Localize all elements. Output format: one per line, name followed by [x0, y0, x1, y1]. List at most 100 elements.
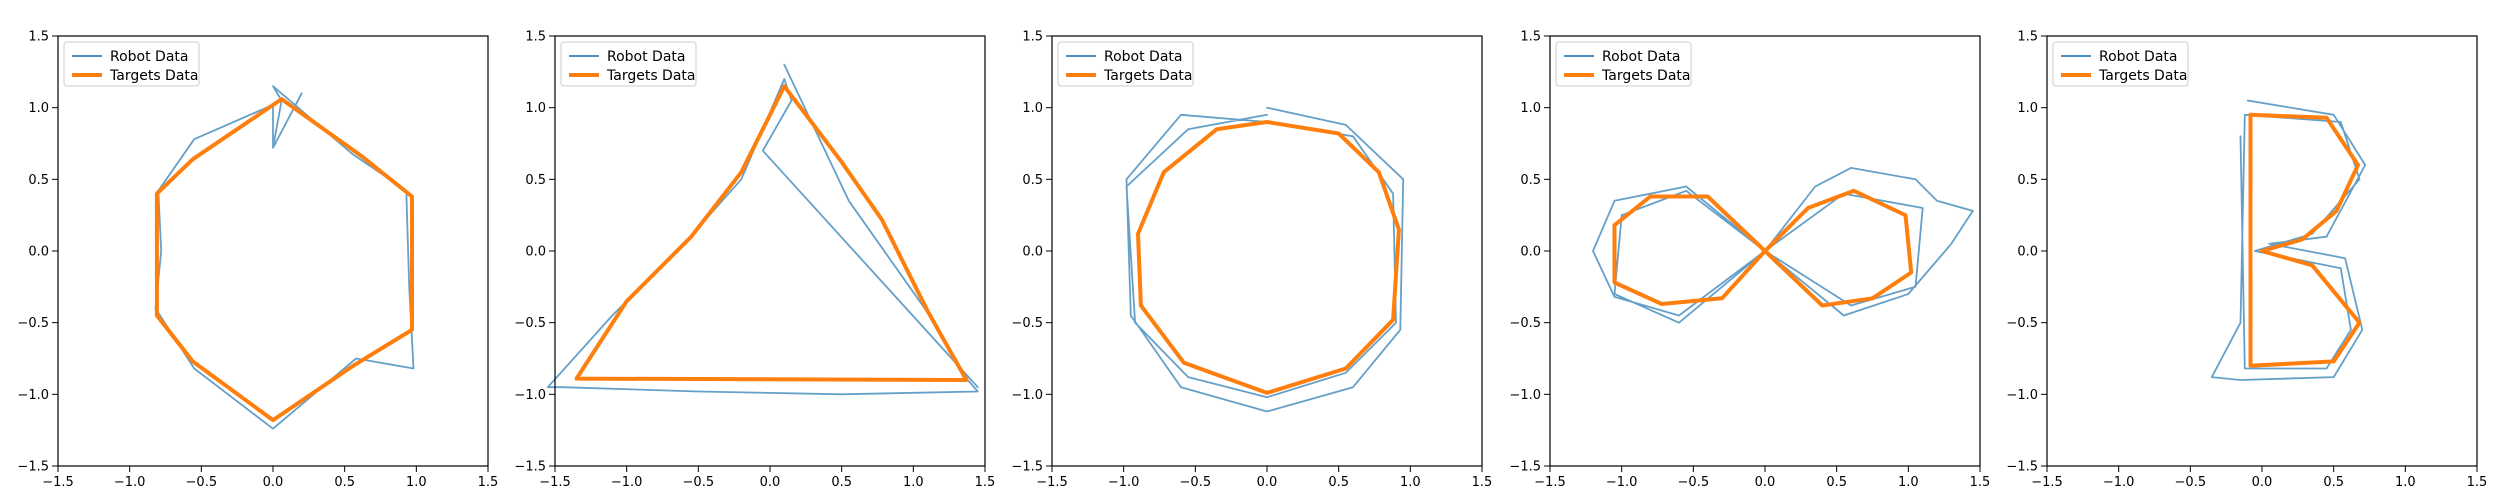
y-tick-label: 0.0 [1520, 245, 1541, 260]
y-tick-label: 1.5 [1520, 30, 1541, 45]
y-tick-label: 0.0 [28, 245, 49, 260]
axes-frame [57, 35, 489, 467]
legend-target-label: Targets Data [109, 68, 198, 84]
y-tick-label: 1.0 [28, 101, 49, 116]
x-tick-label: −0.5 [186, 475, 218, 490]
x-tick-label: 1.5 [2467, 475, 2488, 490]
y-tick-label: 1.0 [2017, 101, 2038, 116]
y-tick-label: −0.5 [1509, 316, 1541, 331]
x-tick-label: −0.5 [1180, 475, 1212, 490]
y-tick-label: 1.5 [1022, 30, 1043, 45]
x-tick-label: 1.0 [406, 475, 427, 490]
subplot-5: −1.5 −1.0 −0.5 0.0 0.5 1.0 1.5 1.5 1.0 0.5 0.0 −0.5… [2006, 30, 2487, 491]
subplot-1: −1.5 −1.0 −0.5 0.0 0.5 1.0 1.5 1.5 1.0 0.5 0.0 −0.5… [17, 30, 498, 491]
legend-robot-label: Robot Data [1602, 49, 1680, 65]
y-tick-label: 0.5 [2017, 173, 2038, 188]
x-tick-label: −1.0 [1606, 475, 1638, 490]
y-tick-label: 1.0 [525, 101, 546, 116]
x-tick-label: −1.0 [1108, 475, 1140, 490]
legend-target-label: Targets Data [1103, 68, 1192, 84]
x-tick-label: 1.5 [1472, 475, 1493, 490]
robot-data-line [154, 85, 415, 430]
x-tick-label: 0.0 [1755, 475, 1776, 490]
targets-data-line [2248, 112, 2362, 368]
x-tick-label: 0.0 [760, 475, 781, 490]
legend: Robot Data Targets Data [63, 41, 200, 87]
legend-robot-label: Robot Data [2099, 49, 2177, 65]
y-tick-label: −1.0 [1509, 388, 1541, 403]
x-tick-label: −0.5 [1678, 475, 1710, 490]
x-tick-label: −1.5 [1534, 475, 1566, 490]
targets-data-line [574, 84, 969, 382]
y-tick-label: 0.5 [28, 173, 49, 188]
y-tick-label: 0.0 [525, 245, 546, 260]
y-tick-label: −1.5 [1011, 460, 1043, 475]
x-tick-label: −0.5 [683, 475, 715, 490]
legend: Robot Data Targets Data [2052, 41, 2189, 87]
robot-data-line [1592, 166, 1974, 324]
targets-data-line [1612, 188, 1914, 308]
legend: Robot Data Targets Data [560, 41, 697, 87]
y-tick-label: 0.5 [525, 173, 546, 188]
y-tick-label: −1.5 [17, 460, 49, 475]
x-tick-label: 1.5 [478, 475, 499, 490]
x-tick-label: −1.5 [539, 475, 571, 490]
y-tick-label: −1.0 [514, 388, 546, 403]
x-tick-label: −1.5 [42, 475, 74, 490]
x-tick-label: 1.5 [975, 475, 996, 490]
y-tick-label: −0.5 [514, 316, 546, 331]
subplot-4: −1.5 −1.0 −0.5 0.0 0.5 1.0 1.5 1.5 1.0 0.5 0.0 −0.5… [1509, 30, 1990, 491]
x-tick-label: 1.0 [1400, 475, 1421, 490]
legend: Robot Data Targets Data [1057, 41, 1194, 87]
x-tick-label: 0.5 [334, 475, 355, 490]
legend: Robot Data Targets Data [1555, 41, 1692, 87]
y-tick-label: −1.5 [514, 460, 546, 475]
x-tick-label: 0.0 [263, 475, 284, 490]
targets-data-line [154, 97, 414, 423]
y-tick-label: 1.0 [1022, 101, 1043, 116]
y-tick-label: 0.5 [1520, 173, 1541, 188]
legend-target-label: Targets Data [1601, 68, 1690, 84]
x-tick-label: 1.0 [903, 475, 924, 490]
subplot-3: −1.5 −1.0 −0.5 0.0 0.5 1.0 1.5 1.5 1.0 0.5 0.0 −0.5… [1011, 30, 1492, 491]
targets-data-line [1136, 120, 1401, 395]
x-tick-label: 0.0 [2252, 475, 2273, 490]
legend-target-label: Targets Data [606, 68, 695, 84]
y-tick-label: 1.0 [1520, 101, 1541, 116]
x-tick-label: 0.5 [831, 475, 852, 490]
y-tick-label: −0.5 [2006, 316, 2038, 331]
y-tick-label: −0.5 [1011, 316, 1043, 331]
x-tick-label: −1.0 [114, 475, 146, 490]
axes-frame [554, 35, 986, 467]
x-tick-label: −1.0 [2103, 475, 2135, 490]
x-tick-label: −0.5 [2175, 475, 2207, 490]
y-tick-label: −1.0 [2006, 388, 2038, 403]
x-tick-label: 0.5 [2323, 475, 2344, 490]
x-tick-label: 0.0 [1257, 475, 1278, 490]
y-tick-label: 1.5 [2017, 30, 2038, 45]
y-tick-label: −1.5 [2006, 460, 2038, 475]
legend-robot-label: Robot Data [607, 49, 685, 65]
y-tick-label: 1.5 [28, 30, 49, 45]
x-tick-label: 1.0 [2395, 475, 2416, 490]
legend-target-label: Targets Data [2098, 68, 2187, 84]
x-tick-label: −1.0 [611, 475, 643, 490]
legend-robot-label: Robot Data [110, 49, 188, 65]
x-tick-label: −1.5 [1036, 475, 1068, 490]
y-tick-label: 0.0 [1022, 245, 1043, 260]
y-tick-label: 1.5 [525, 30, 546, 45]
x-tick-label: 1.0 [1898, 475, 1919, 490]
y-tick-label: −1.0 [1011, 388, 1043, 403]
x-tick-label: 0.5 [1328, 475, 1349, 490]
y-tick-label: 0.0 [2017, 245, 2038, 260]
y-tick-label: −1.0 [17, 388, 49, 403]
x-tick-label: 1.5 [1970, 475, 1991, 490]
x-tick-label: −1.5 [2031, 475, 2063, 490]
robot-data-line [546, 63, 979, 396]
y-tick-label: −1.5 [1509, 460, 1541, 475]
axes-frame [1051, 35, 1483, 467]
y-tick-label: −0.5 [17, 316, 49, 331]
subplot-2: −1.5 −1.0 −0.5 0.0 0.5 1.0 1.5 1.5 1.0 0.5 0.0 −0.5… [514, 30, 995, 491]
x-tick-label: 0.5 [1826, 475, 1847, 490]
